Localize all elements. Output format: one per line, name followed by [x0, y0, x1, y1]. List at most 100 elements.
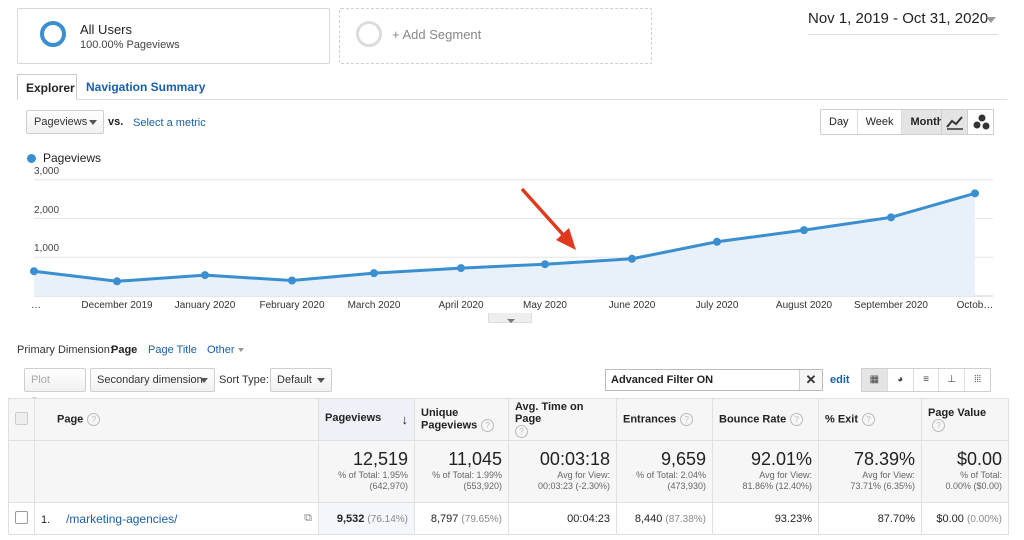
column-header-pageviews[interactable]: Pageviews ↓ — [318, 398, 415, 441]
totals-unique-sub1: % of Total: 1.99% — [432, 470, 502, 480]
bubble-chart-icon — [973, 114, 990, 130]
line-chart-view-button[interactable] — [941, 109, 968, 135]
data-point[interactable] — [288, 276, 296, 285]
dimension-option-other-label: Other — [207, 344, 235, 356]
granularity-week-button[interactable]: Week — [858, 110, 903, 134]
motion-chart-view-button[interactable] — [967, 109, 994, 135]
data-point[interactable] — [370, 269, 378, 278]
series-line-pageviews — [33, 191, 976, 283]
totals-pageviews-sub2: (642,970) — [369, 481, 408, 491]
add-segment-label: + Add Segment — [392, 27, 482, 42]
row-page-link[interactable]: /marketing-agencies/ — [66, 511, 178, 526]
data-point[interactable] — [628, 254, 636, 263]
plot-rows-button[interactable]: Plot Rows — [24, 368, 86, 408]
header-page-label: Page — [57, 413, 84, 426]
term-cloud-view-icon[interactable]: ⦙⦙⦙ — [974, 374, 981, 385]
secondary-dimension-select[interactable]: Secondary dimension — [90, 368, 215, 392]
annotation-arrow-head — [556, 228, 576, 250]
row-unique-pct: (79.65%) — [461, 513, 502, 525]
edit-filter-link[interactable]: edit — [830, 374, 850, 386]
row-bounce-rate: 93.23% — [712, 502, 819, 535]
totals-entrances: 9,659% of Total: 2.04% (473,930) — [616, 440, 713, 503]
data-point[interactable] — [201, 271, 209, 280]
percentage-pie-view-icon[interactable]: ◕ — [888, 369, 914, 391]
row-pageviews-value: 9,532 — [336, 512, 365, 525]
x-tick-label: September 2020 — [854, 300, 928, 311]
data-point[interactable] — [887, 213, 895, 222]
date-range-text: Nov 1, 2019 - Oct 31, 2020 — [808, 10, 989, 27]
totals-entrances-sub2: (473,930) — [667, 481, 706, 491]
data-point[interactable] — [30, 267, 38, 276]
chevron-down-icon — [89, 120, 97, 125]
y-tick-label: 2,000 — [34, 204, 60, 216]
column-header-avg-time[interactable]: Avg. Time on Page? — [508, 398, 617, 441]
data-point[interactable] — [713, 237, 721, 246]
table-header-row: Page? Pageviews ↓ Unique Pageviews? Avg. T… — [8, 398, 1009, 441]
table-filter-input[interactable]: Advanced Filter ON ✕ — [605, 369, 823, 391]
comparison-view-icon[interactable]: ⊥ — [939, 369, 966, 391]
annotation-arrow-shaft — [520, 187, 568, 240]
line-chart-icon — [946, 116, 963, 130]
column-header-exit[interactable]: % Exit? — [818, 398, 922, 441]
select-metric-link[interactable]: Select a metric — [133, 117, 206, 129]
data-point[interactable] — [541, 260, 549, 269]
dimension-option-other[interactable]: Other — [207, 344, 244, 356]
open-page-icon[interactable]: ⧉ — [304, 511, 312, 524]
totals-unique-value: 11,045 — [448, 449, 502, 469]
totals-unique-pageviews: 11,045% of Total: 1.99% (553,920) — [414, 440, 509, 503]
totals-exit-sub1: Avg for View: — [862, 470, 915, 480]
header-exit-label: % Exit — [825, 413, 859, 426]
column-header-page[interactable]: Page? — [34, 398, 319, 441]
data-point[interactable] — [113, 277, 121, 286]
metric-select[interactable]: Pageviews — [26, 110, 104, 134]
segment-name: All Users — [80, 22, 133, 37]
header-entrances-label: Entrances — [623, 413, 677, 426]
data-table-view-icon[interactable]: ▦ — [862, 369, 888, 391]
row-select-cell — [8, 502, 35, 535]
totals-bounce-rate: 92.01% Avg for View: 81.86% (12.40%) — [712, 440, 819, 503]
x-tick-label: March 2020 — [347, 300, 401, 311]
column-header-bounce-rate[interactable]: Bounce Rate? — [712, 398, 819, 441]
data-point[interactable] — [971, 189, 979, 198]
tab-navigation-summary[interactable]: Navigation Summary — [86, 80, 206, 94]
select-all-cell — [8, 398, 35, 441]
row-index: 1. — [41, 513, 51, 526]
tab-explorer[interactable]: Explorer — [17, 74, 77, 100]
sort-type-select[interactable]: Default — [270, 368, 332, 392]
totals-pageviews-sub1: % of Total: 1.95% — [338, 470, 408, 480]
data-point[interactable] — [457, 264, 465, 273]
totals-entrances-value: 9,659 — [660, 449, 706, 469]
dimension-option-page-title[interactable]: Page Title — [148, 344, 197, 356]
x-tick-label: … — [31, 300, 41, 311]
totals-avg-time-sub2: 00:03:23 (-2.30%) — [537, 481, 610, 491]
help-icon[interactable]: ? — [87, 413, 101, 426]
help-icon[interactable]: ? — [932, 419, 945, 432]
column-header-unique-pageviews[interactable]: Unique Pageviews? — [414, 398, 509, 441]
column-header-page-value[interactable]: Page Value? — [921, 398, 1009, 441]
pages-table: Page? Pageviews ↓ Unique Pageviews? Avg. T… — [8, 398, 1009, 535]
row-checkbox[interactable] — [15, 510, 28, 524]
column-header-entrances[interactable]: Entrances? — [616, 398, 713, 441]
segment-subtitle: 100.00% Pageviews — [80, 39, 180, 51]
performance-bar-view-icon[interactable]: ≡ — [914, 369, 940, 391]
totals-entrances-sub1: % of Total: 2.04% — [636, 470, 706, 480]
select-all-checkbox[interactable] — [15, 411, 28, 425]
segment-card-all-users[interactable]: All Users 100.00% Pageviews — [17, 8, 330, 64]
table-row: 1. /marketing-agencies/ ⧉ 9,532 (76.14%)… — [8, 502, 1009, 535]
row-avg-time: 00:04:23 — [508, 502, 617, 535]
y-tick-label: 1,000 — [34, 243, 60, 255]
help-icon[interactable]: ? — [862, 413, 876, 426]
add-segment-card[interactable]: + Add Segment — [339, 8, 652, 64]
clear-filter-icon[interactable]: ✕ — [799, 370, 822, 390]
totals-bounce-sub2: 81.86% (12.40%) — [742, 481, 812, 491]
date-range-picker[interactable]: Nov 1, 2019 - Oct 31, 2020 — [808, 10, 998, 35]
granularity-day-button[interactable]: Day — [821, 110, 858, 134]
help-icon[interactable]: ? — [515, 425, 528, 438]
help-icon[interactable]: ? — [790, 413, 804, 426]
header-pageviews-label: Pageviews — [325, 412, 382, 424]
chart-collapse-handle[interactable] — [488, 313, 532, 323]
help-icon[interactable]: ? — [481, 419, 495, 432]
help-icon[interactable]: ? — [680, 413, 694, 426]
data-point[interactable] — [800, 226, 808, 235]
dimension-option-page[interactable]: Page — [111, 344, 138, 356]
